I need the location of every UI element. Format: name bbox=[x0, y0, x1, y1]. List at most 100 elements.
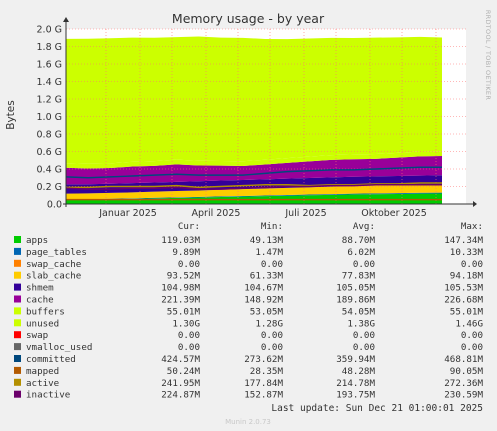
legend-row-vmalloc-used: vmalloc_used 0.00 0.00 0.00 0.00 bbox=[14, 342, 483, 353]
legend-avg: 214.78M bbox=[336, 378, 375, 389]
x-tick-label: Oktober 2025 bbox=[361, 208, 427, 219]
line-layer bbox=[65, 166, 442, 201]
legend-cur: 119.03M bbox=[161, 235, 200, 246]
legend-swatch bbox=[14, 319, 21, 327]
legend-min: 148.92M bbox=[244, 295, 283, 306]
legend-row-shmem: shmem 104.98M 104.67M 105.05M 105.53M bbox=[14, 283, 483, 294]
legend-name: cache bbox=[26, 295, 54, 306]
legend-swatch bbox=[14, 331, 21, 339]
legend-cur: 424.57M bbox=[161, 354, 200, 365]
legend-avg: 54.05M bbox=[342, 306, 376, 317]
legend-min: 28.35M bbox=[250, 366, 284, 377]
legend-name: swap_cache bbox=[26, 259, 81, 270]
legend-avg: 88.70M bbox=[342, 235, 376, 246]
legend-header-avg: Avg: bbox=[353, 221, 375, 232]
legend-avg: 0.00 bbox=[353, 330, 375, 341]
legend-name: vmalloc_used bbox=[26, 342, 92, 353]
legend-max: 105.53M bbox=[444, 283, 483, 294]
legend-swatch bbox=[14, 355, 21, 362]
legend-swatch bbox=[14, 283, 21, 291]
legend-min: 273.62M bbox=[244, 354, 283, 365]
legend-max: 55.01M bbox=[450, 306, 484, 317]
munin-version: Munin 2.0.73 bbox=[225, 418, 271, 426]
y-tick-label: 0.2 G bbox=[37, 182, 63, 193]
x-tick-labels: Januar 2025 April 2025 Juli 2025 Oktober 20… bbox=[98, 208, 427, 219]
legend-min: 177.84M bbox=[244, 378, 283, 389]
legend-swatch bbox=[14, 259, 21, 267]
legend-name: unused bbox=[26, 318, 59, 329]
legend-row-cache: cache 221.39M 148.92M 189.86M 226.68M bbox=[14, 295, 483, 306]
legend-avg: 0.00 bbox=[353, 259, 375, 270]
legend-avg: 189.86M bbox=[336, 295, 375, 306]
legend-min: 1.28G bbox=[255, 318, 283, 329]
legend-max: 226.68M bbox=[444, 295, 483, 306]
legend-cur: 224.87M bbox=[161, 390, 200, 401]
legend-avg: 77.83M bbox=[342, 271, 376, 282]
area-slab-cache bbox=[66, 184, 442, 200]
legend-max: 10.33M bbox=[450, 247, 484, 258]
legend-min: 1.47M bbox=[255, 247, 283, 258]
legend-cur: 0.00 bbox=[178, 330, 200, 341]
y-tick-label: 1.6 G bbox=[37, 60, 63, 71]
last-update: Last update: Sun Dec 21 01:00:01 2025 bbox=[271, 403, 483, 414]
y-tick-label: 0.6 G bbox=[37, 147, 63, 158]
area-layer bbox=[66, 36, 442, 204]
legend-cur: 50.24M bbox=[167, 366, 201, 377]
area-apps bbox=[66, 193, 442, 204]
legend-avg: 359.94M bbox=[336, 354, 375, 365]
y-axis-label: Bytes bbox=[5, 100, 17, 129]
legend-header-cur: Cur: bbox=[178, 221, 200, 232]
x-tick-label: Januar 2025 bbox=[98, 208, 157, 219]
y-tick-label: 1.4 G bbox=[37, 77, 63, 88]
legend-max: 272.36M bbox=[444, 378, 483, 389]
legend-name: inactive bbox=[26, 390, 70, 401]
legend-max: 94.18M bbox=[450, 271, 484, 282]
legend-row-swap: swap 0.00 0.00 0.00 0.00 bbox=[14, 330, 483, 341]
legend-name: committed bbox=[26, 354, 76, 365]
legend-max: 90.05M bbox=[450, 366, 484, 377]
legend-row-apps: apps 119.03M 49.13M 88.70M 147.34M bbox=[14, 235, 483, 246]
legend-min: 49.13M bbox=[250, 235, 284, 246]
legend-max: 1.46G bbox=[455, 318, 483, 329]
legend-min: 0.00 bbox=[261, 259, 283, 270]
legend-row-unused: unused 1.30G 1.28G 1.38G 1.46G bbox=[14, 318, 483, 329]
legend-min: 61.33M bbox=[250, 271, 284, 282]
y-axis-arrow bbox=[63, 17, 69, 22]
legend-swatch bbox=[14, 236, 21, 243]
x-axis-arrow bbox=[473, 201, 477, 207]
area-page-tables bbox=[66, 192, 442, 200]
legend-row-mapped: mapped 50.24M 28.35M 48.28M 90.05M bbox=[14, 366, 483, 377]
grid-layer bbox=[66, 28, 466, 204]
legend-avg: 6.02M bbox=[347, 247, 375, 258]
legend-header-max: Max: bbox=[461, 221, 483, 232]
y-tick-label: 2.0 G bbox=[37, 25, 63, 36]
legend-cur: 0.00 bbox=[178, 259, 200, 270]
legend-name: active bbox=[26, 378, 59, 389]
legend-min: 0.00 bbox=[261, 342, 283, 353]
legend-min: 0.00 bbox=[261, 330, 283, 341]
legend-name: buffers bbox=[26, 306, 65, 317]
rrdtool-credit: RRDTOOL / TOBI OETIKER bbox=[484, 10, 492, 100]
legend: apps 119.03M 49.13M 88.70M 147.34Mpage_table… bbox=[14, 235, 483, 401]
legend-cur: 93.52M bbox=[167, 271, 201, 282]
legend-row-active: active 241.95M 177.84M 214.78M 272.36M bbox=[14, 378, 483, 389]
legend-avg: 1.38G bbox=[347, 318, 375, 329]
legend-cur: 0.00 bbox=[178, 342, 200, 353]
legend-name: swap bbox=[26, 330, 48, 341]
legend-swatch bbox=[14, 343, 21, 351]
legend-swatch bbox=[14, 295, 21, 303]
legend-avg: 193.75M bbox=[336, 390, 375, 401]
area-buffers bbox=[66, 151, 442, 169]
legend-name: mapped bbox=[26, 366, 59, 377]
y-tick-label: 0.4 G bbox=[37, 165, 63, 176]
legend-cur: 1.30G bbox=[172, 318, 200, 329]
x-tick-label: Juli 2025 bbox=[284, 208, 326, 219]
area-unused bbox=[66, 36, 442, 164]
legend-avg: 0.00 bbox=[353, 342, 375, 353]
legend-max: 147.34M bbox=[444, 235, 483, 246]
legend-name: shmem bbox=[26, 283, 54, 294]
legend-swatch bbox=[14, 366, 21, 374]
legend-cur: 221.39M bbox=[161, 295, 200, 306]
legend-name: apps bbox=[26, 235, 48, 246]
